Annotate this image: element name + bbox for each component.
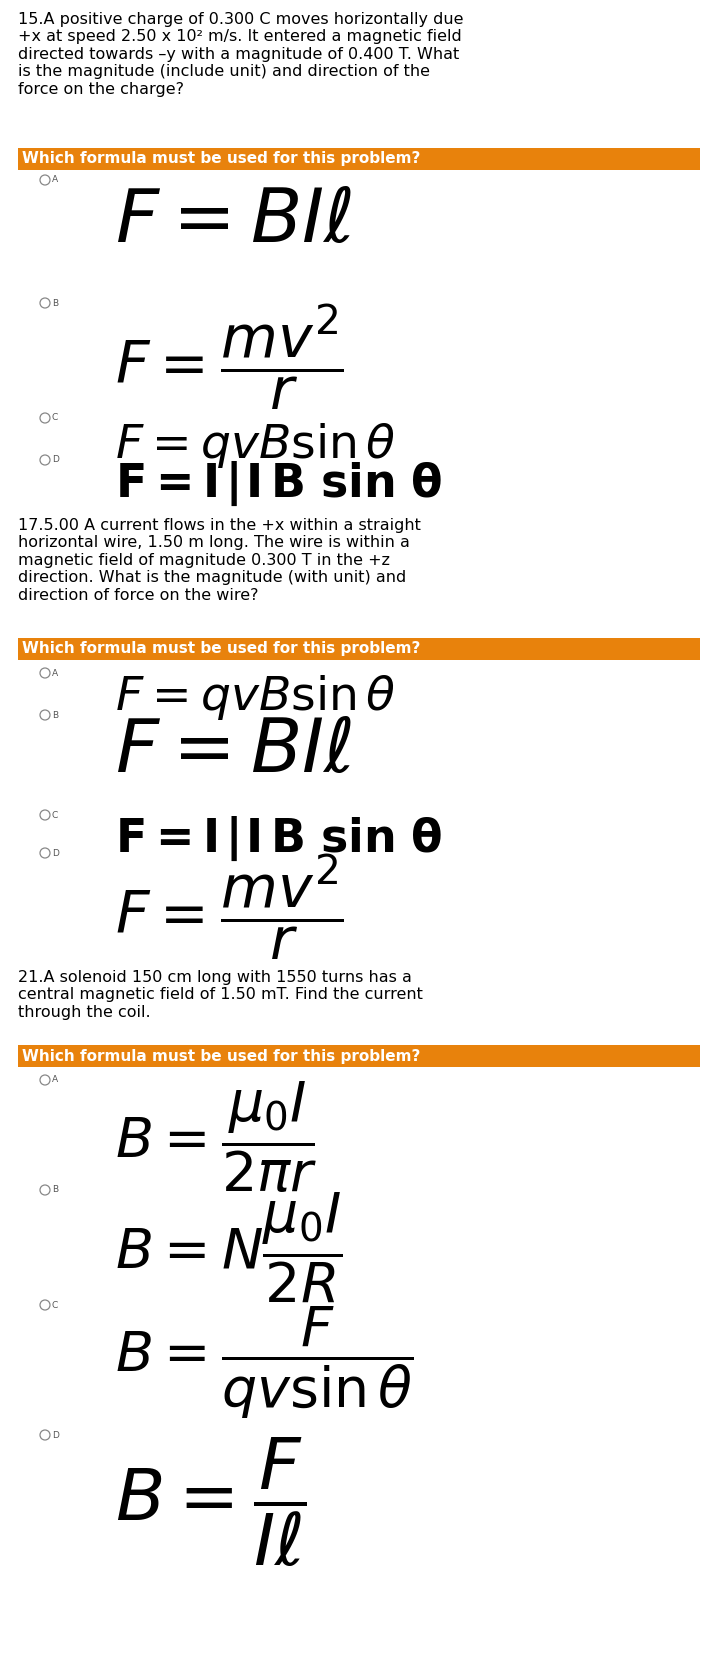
Text: A: A (52, 669, 58, 677)
Text: C: C (52, 1301, 58, 1310)
Text: $F = BI\ell$: $F = BI\ell$ (115, 716, 353, 789)
Text: $F = \dfrac{mv^2}{r}$: $F = \dfrac{mv^2}{r}$ (115, 303, 344, 413)
Text: $F = qvB\sin\theta$: $F = qvB\sin\theta$ (115, 672, 396, 722)
Text: $B = \dfrac{F}{I\ell}$: $B = \dfrac{F}{I\ell}$ (115, 1434, 307, 1567)
Text: $F = \dfrac{mv^2}{r}$: $F = \dfrac{mv^2}{r}$ (115, 854, 344, 962)
Text: B: B (52, 1185, 58, 1195)
Text: C: C (52, 413, 58, 423)
Bar (18, 1045, 700, 1067)
Text: $B = \dfrac{\mu_0 I}{2\pi r}$: $B = \dfrac{\mu_0 I}{2\pi r}$ (115, 1080, 317, 1195)
Text: C: C (52, 810, 58, 819)
Text: Which formula must be used for this problem?: Which formula must be used for this prob… (22, 151, 420, 166)
Text: $\mathbf{F = I\!\mid\! I\,B\ sin\ \theta}$: $\mathbf{F = I\!\mid\! I\,B\ sin\ \theta… (115, 459, 442, 508)
Text: D: D (52, 1431, 59, 1439)
Text: Which formula must be used for this problem?: Which formula must be used for this prob… (22, 1048, 420, 1063)
Text: 17.5.00 A current flows in the +x within a straight
horizontal wire, 1.50 m long: 17.5.00 A current flows in the +x within… (18, 518, 421, 602)
Text: B: B (52, 711, 58, 719)
Text: 21.A solenoid 150 cm long with 1550 turns has a
central magnetic field of 1.50 m: 21.A solenoid 150 cm long with 1550 turn… (18, 970, 423, 1020)
Text: B: B (52, 298, 58, 308)
Text: A: A (52, 175, 58, 185)
Text: $B = N\dfrac{\mu_0 I}{2R}$: $B = N\dfrac{\mu_0 I}{2R}$ (115, 1190, 342, 1305)
Text: $B = \dfrac{F}{qv\sin\theta}$: $B = \dfrac{F}{qv\sin\theta}$ (115, 1305, 414, 1421)
Text: 15.A positive charge of 0.300 C moves horizontally due
+x at speed 2.50 x 10² m/: 15.A positive charge of 0.300 C moves ho… (18, 12, 464, 97)
Bar (18, 637, 700, 661)
Text: A: A (52, 1075, 58, 1085)
Text: $F = qvB\sin\theta$: $F = qvB\sin\theta$ (115, 421, 396, 469)
Text: $\mathbf{F = I\!\mid\! I\,B\ sin\ \theta}$: $\mathbf{F = I\!\mid\! I\,B\ sin\ \theta… (115, 815, 442, 864)
Text: D: D (52, 456, 59, 464)
Bar (18, 148, 700, 170)
Text: $F = BI\ell$: $F = BI\ell$ (115, 185, 353, 258)
Text: Which formula must be used for this problem?: Which formula must be used for this prob… (22, 642, 420, 657)
Text: D: D (52, 849, 59, 857)
